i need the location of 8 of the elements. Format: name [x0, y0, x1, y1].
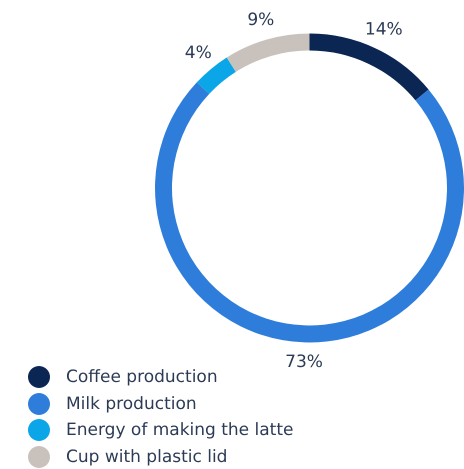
data-label: 4%	[184, 42, 212, 63]
data-label: 73%	[285, 352, 323, 372]
legend-label: Coffee production	[66, 367, 218, 388]
legend-label: Energy of making the latte	[66, 420, 294, 440]
data-label: 14%	[364, 20, 403, 40]
legend-label: Milk production	[66, 394, 197, 414]
legend-label: Cup with plastic lid	[66, 446, 228, 467]
data-label: 9%	[247, 10, 274, 30]
